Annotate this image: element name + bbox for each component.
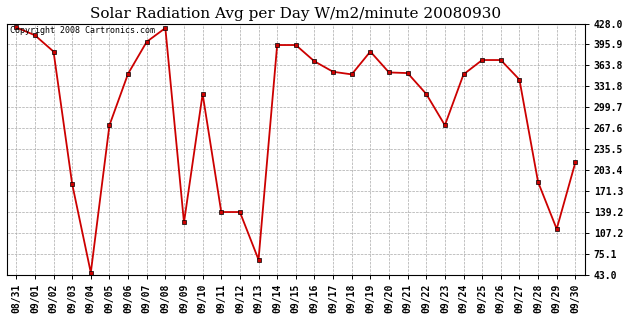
Text: Copyright 2008 Cartronics.com: Copyright 2008 Cartronics.com: [10, 26, 155, 35]
Title: Solar Radiation Avg per Day W/m2/minute 20080930: Solar Radiation Avg per Day W/m2/minute …: [90, 7, 501, 21]
